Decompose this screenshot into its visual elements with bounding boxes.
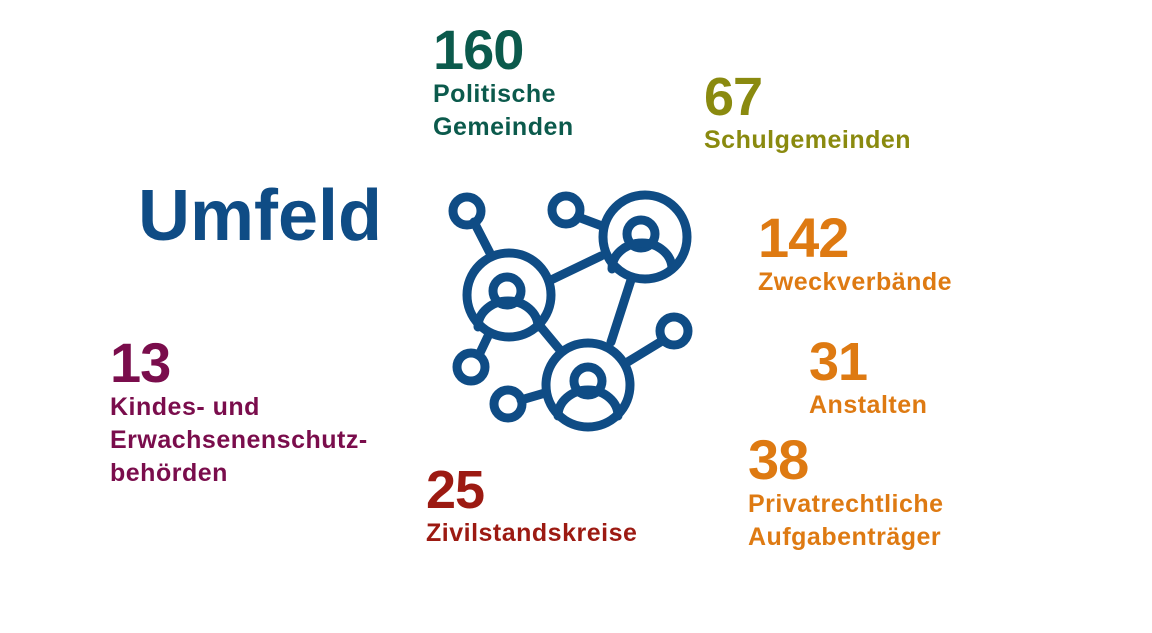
stat-kesb: 13 Kindes- und Erwachsenenschutz- behörd… xyxy=(110,335,368,486)
person-node-bottom xyxy=(541,338,635,432)
stat-value: 13 xyxy=(110,331,171,394)
stat-label: Politische xyxy=(433,80,557,108)
small-nodes xyxy=(448,191,693,423)
stat-anstalten: 31 Anstalten xyxy=(809,335,927,418)
stat-label: Kindes- und xyxy=(110,393,260,421)
stat-label: Zivilstandskreise xyxy=(426,519,638,547)
stat-label: Anstalten xyxy=(809,391,928,419)
stat-value: 38 xyxy=(748,428,809,491)
person-node-top-right xyxy=(598,190,692,284)
stat-zweckverbaende: 142 Zweckverbände xyxy=(758,210,952,295)
stat-label: Privatrechtliche xyxy=(748,490,944,518)
person-node-left xyxy=(462,248,556,342)
stat-value: 67 xyxy=(704,67,763,127)
stat-label: Zweckverbände xyxy=(758,268,953,296)
stat-politische-gemeinden: 160 Politische Gemeinden xyxy=(433,22,574,140)
stat-value: 25 xyxy=(426,460,485,520)
stat-label: Gemeinden xyxy=(433,113,574,141)
stat-zivilstandskreise: 25 Zivilstandskreise xyxy=(426,463,637,546)
stat-value: 142 xyxy=(758,206,849,269)
connector-lines xyxy=(469,212,667,405)
stat-value: 31 xyxy=(809,332,868,392)
stat-label: behörden xyxy=(110,459,228,487)
stat-schulgemeinden: 67 Schulgemeinden xyxy=(704,70,911,153)
page-title: Umfeld xyxy=(138,176,383,256)
stat-privatrechtliche-aufgabentraeger: 38 Privatrechtliche Aufgabenträger xyxy=(748,432,944,550)
stat-label: Erwachsenenschutz- xyxy=(110,426,368,454)
stat-label: Aufgabenträger xyxy=(748,523,942,551)
stat-value: 160 xyxy=(433,18,524,81)
stat-label: Schulgemeinden xyxy=(704,126,912,154)
